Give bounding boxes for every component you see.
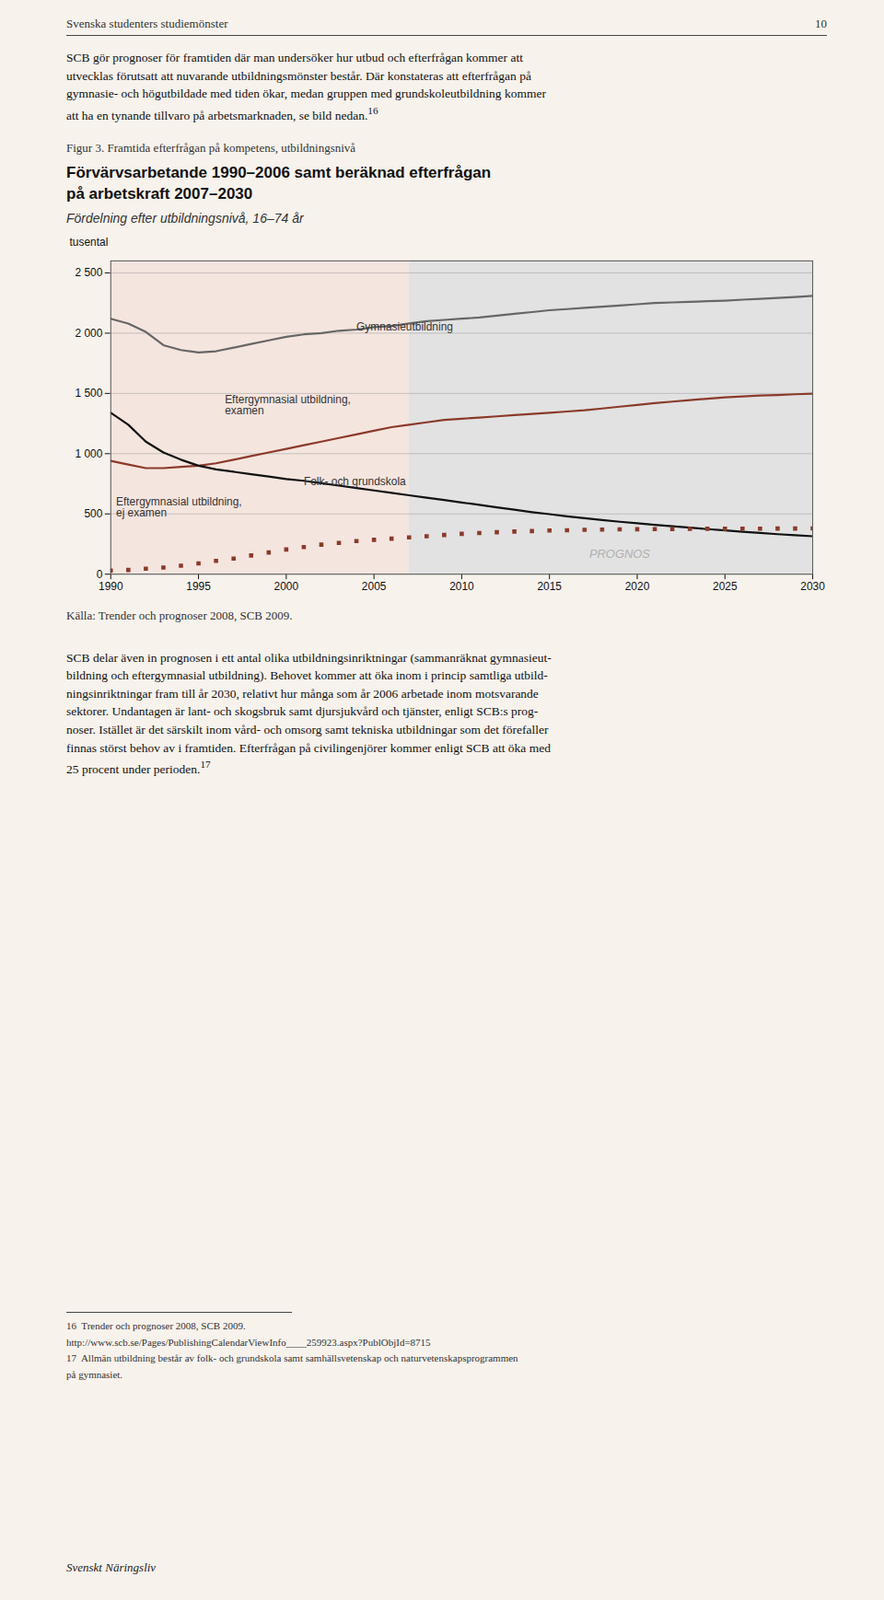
svg-text:Folk- och grundskola: Folk- och grundskola	[303, 474, 407, 488]
svg-text:2 000: 2 000	[74, 325, 103, 339]
html-text:Förvärvsarbetande 1990–2006 sa: Förvärvsarbetande 1990–2006 samt beräkna…	[66, 163, 491, 203]
svg-text:1 000: 1 000	[74, 446, 103, 460]
svg-text:2025: 2025	[712, 580, 738, 594]
svg-text:1990: 1990	[98, 580, 124, 594]
html-text:Svenskt Näringsliv: Svenskt Näringsliv	[66, 1560, 156, 1575]
svg-text:Eftergymnasial utbildning,exam: Eftergymnasial utbildning,examen	[224, 392, 351, 417]
html-text:http://www.scb.se/Pages/Publis: http://www.scb.se/Pages/PublishingCalend…	[66, 1336, 431, 1348]
html-text:Fördelning efter utbildningsni: Fördelning efter utbildningsnivå, 16–74 …	[66, 210, 304, 226]
svg-text:2020: 2020	[625, 580, 651, 594]
html-text:10: 10	[814, 16, 827, 31]
html-text:Figur 3. Framtida efterfrågan: Figur 3. Framtida efterfrågan på kompete…	[66, 140, 356, 155]
svg-text:1 500: 1 500	[74, 386, 103, 400]
svg-text:2000: 2000	[274, 580, 300, 594]
svg-text:500: 500	[83, 507, 103, 521]
html-text:Svenska studenters studiemönst: Svenska studenters studiemönster	[66, 16, 228, 31]
svg-text:2010: 2010	[449, 580, 475, 594]
svg-text:2 500: 2 500	[74, 266, 103, 280]
svg-text:Gymnasieutbildning: Gymnasieutbildning	[356, 320, 454, 334]
svg-text:Eftergymnasial utbildning,ej e: Eftergymnasial utbildning,ej examen	[116, 495, 243, 520]
svg-text:1995: 1995	[186, 580, 211, 594]
html-text:Källa: Trender och prognoser 2: Källa: Trender och prognoser 2008, SCB 2…	[66, 608, 293, 623]
svg-text:0: 0	[96, 567, 104, 581]
html-text:16 Trender och prognoser 2008,: 16 Trender och prognoser 2008, SCB 2009.	[66, 1320, 246, 1332]
html-text:17 Allmän utbildning består av: 17 Allmän utbildning består av folk- och…	[66, 1352, 519, 1364]
svg-text:tusental: tusental	[69, 235, 108, 249]
svg-text:2005: 2005	[361, 580, 387, 594]
html-text:SCB delar även in prognosen i: SCB delar även in prognosen i ett antal …	[66, 650, 552, 776]
svg-text:2015: 2015	[536, 580, 562, 594]
html-text:på gymnasiet.: på gymnasiet.	[66, 1369, 123, 1381]
svg-text:2030: 2030	[800, 580, 826, 594]
svg-text:PROGNOS: PROGNOS	[589, 546, 651, 560]
html-text:SCB gör prognoser för framtide: SCB gör prognoser för framtiden där man …	[66, 50, 547, 122]
